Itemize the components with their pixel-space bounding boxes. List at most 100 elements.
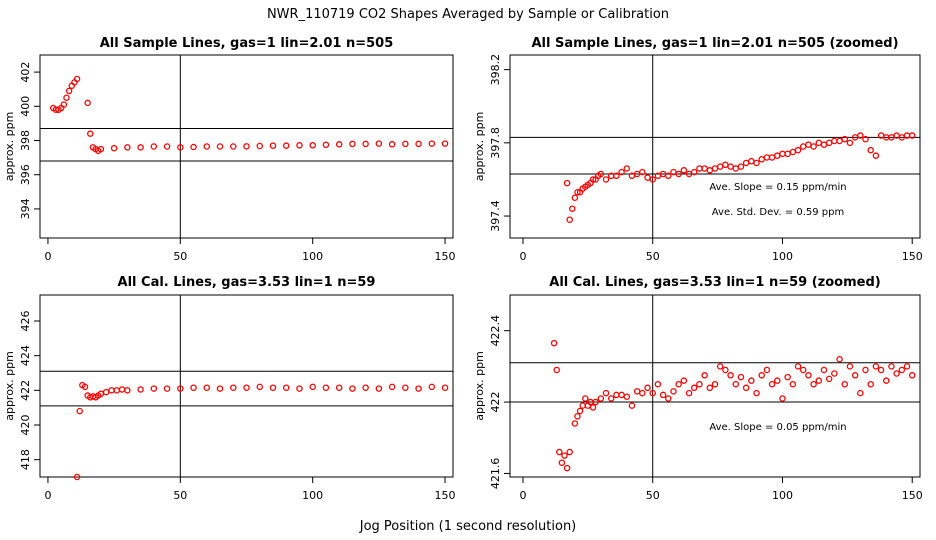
data-point [556,448,563,456]
data-point [862,135,869,143]
x-tick-label: 50 [646,489,660,502]
data-point [177,144,184,151]
data-point [768,154,776,161]
data-point [716,163,724,170]
data-point [685,389,693,397]
data-point [623,165,631,172]
data-point [124,387,131,394]
data-point [566,216,573,223]
data-point [690,384,698,392]
data-point [799,366,807,374]
data-point [639,168,646,176]
data-point [753,159,760,167]
x-tick-label: 0 [44,250,51,263]
data-point [872,152,880,159]
data-point [789,148,797,156]
data-point [784,373,791,381]
data-point [696,380,703,388]
y-tick-label: 394 [19,198,32,219]
data-point [110,144,118,152]
data-point [137,144,144,151]
data-point [190,384,197,391]
y-tick-label: 421.6 [489,458,502,490]
data-point [322,384,330,391]
x-tick-label: 100 [302,250,323,263]
panel-title: All Cal. Lines, gas=3.53 lin=1 n=59 (zoo… [549,275,880,290]
data-point [282,142,290,149]
data-point [867,146,874,154]
data-point [670,388,677,395]
data-point [846,139,854,147]
data-point [774,377,781,384]
x-tick-label: 100 [772,250,793,263]
data-point [789,380,797,388]
data-point [794,146,802,154]
x-tick-label: 50 [173,489,187,502]
y-tick-label: 418 [19,449,32,470]
data-point [602,176,610,183]
panel-title: All Sample Lines, gas=1 lin=2.01 n=505 [100,36,394,51]
data-point [841,135,848,143]
x-tick-label: 100 [772,489,793,502]
data-point [851,372,859,379]
data-point [256,142,263,150]
data-point [680,167,688,174]
data-point [203,143,211,150]
data-point [831,370,838,377]
data-point [216,385,224,392]
data-point [841,380,848,388]
x-tick-label: 150 [435,489,456,502]
data-point [893,370,900,377]
y-tick-label: 398 [19,130,32,151]
data-point [805,141,812,148]
y-axis-label: approx. ppm [3,351,16,421]
data-point [592,398,599,406]
data-point [76,407,83,415]
panel-sample-lines-zoomed: All Sample Lines, gas=1 lin=2.01 n=505 (… [473,36,923,263]
data-point [81,383,89,391]
data-point [550,339,558,347]
data-point [256,383,263,391]
data-point [654,380,662,388]
data-point [402,140,409,148]
data-point [243,384,250,391]
data-point [441,384,449,391]
data-point [649,176,656,183]
data-point [628,402,636,409]
data-point [597,170,605,178]
panel-sample-lines: All Sample Lines, gas=1 lin=2.01 n=505 0 5… [3,36,456,263]
figure-x-label: Jog Position (1 second resolution) [359,519,577,534]
data-point [73,473,81,481]
data-point [571,420,579,427]
data-point [872,363,880,370]
annotation: Ave. Std. Dev. = 0.59 ppm [712,207,844,218]
data-point [602,389,610,397]
y-tick-label: 402 [19,62,32,83]
data-point [675,170,682,178]
data-point [763,366,771,374]
data-point [639,389,646,397]
data-point [87,130,94,137]
data-point [737,373,745,381]
data-point [150,385,158,392]
x-tick-label: 50 [173,250,187,263]
data-point [190,143,197,151]
data-point [794,363,802,370]
data-point [441,140,449,147]
data-point [732,380,740,388]
data-point [815,377,823,384]
data-point [810,380,817,388]
data-point [124,144,131,151]
data-point [716,363,724,370]
data-point [815,139,823,147]
data-point [711,380,719,388]
y-tick-label: 400 [19,96,32,117]
data-point [574,188,581,196]
y-tick-label: 426 [19,311,32,332]
data-point [402,384,409,391]
data-point [102,388,110,396]
data-point [644,384,651,392]
data-point [84,99,91,107]
data-point [269,142,277,149]
data-point [362,384,369,391]
